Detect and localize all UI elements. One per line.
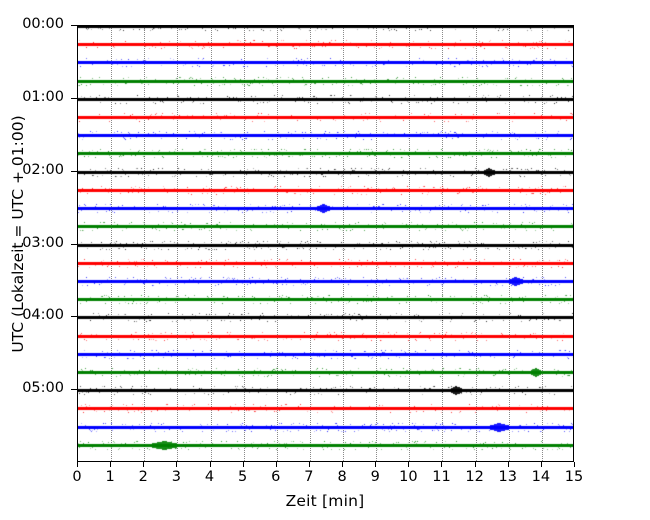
trace-noise (78, 348, 573, 360)
trace (78, 184, 573, 196)
trace (78, 421, 573, 433)
y-tick-mark (71, 243, 77, 245)
x-tick-mark (375, 462, 377, 467)
trace-noise (78, 257, 573, 269)
trace (78, 112, 573, 124)
x-tick-label: 10 (399, 469, 418, 485)
trace-noise (78, 275, 573, 287)
trace-noise (78, 294, 573, 306)
trace-noise (78, 148, 573, 160)
y-tick-label: 01:00 (22, 88, 64, 105)
x-tick-label: 1 (105, 469, 115, 485)
trace-noise (78, 312, 573, 324)
x-tick-label: 6 (271, 469, 281, 485)
x-tick-label: 15 (564, 469, 584, 485)
trace (78, 130, 573, 142)
trace-noise (78, 39, 573, 51)
trace (78, 148, 573, 160)
x-tick-mark (474, 462, 476, 467)
trace-noise (78, 221, 573, 233)
x-tick-label: 9 (370, 469, 380, 485)
x-tick-label: 8 (337, 469, 347, 485)
trace (78, 366, 573, 378)
y-tick-mark (71, 97, 77, 99)
x-tick-mark (507, 462, 509, 467)
trace (78, 221, 573, 233)
trace (78, 330, 573, 342)
x-tick-mark (342, 462, 344, 467)
trace (78, 348, 573, 360)
y-tick-mark (71, 389, 77, 391)
y-tick-label: 02:00 (22, 161, 64, 178)
x-tick-mark (308, 462, 310, 467)
y-tick-label: 00:00 (22, 16, 64, 32)
trace (78, 203, 573, 215)
x-tick-mark (441, 462, 443, 467)
trace (78, 166, 573, 178)
x-tick-mark (209, 462, 211, 467)
trace-noise (78, 203, 573, 215)
trace-noise (78, 366, 573, 378)
trace-noise (78, 130, 573, 142)
y-tick-label: 05:00 (22, 380, 64, 397)
x-tick-label: 0 (72, 469, 82, 485)
x-tick-label: 4 (204, 469, 215, 485)
trace-noise (78, 403, 573, 415)
y-axis-title: UTC (Lokalzeit = UTC + 01:00) (9, 115, 27, 353)
trace-noise (78, 57, 573, 69)
y-tick-label: 04:00 (22, 307, 64, 324)
y-tick-label: 03:00 (22, 234, 64, 251)
y-tick-mark (71, 170, 77, 172)
x-tick-label: 12 (465, 469, 484, 485)
trace (78, 39, 573, 51)
trace-noise (78, 93, 573, 105)
x-axis-title: Zeit [min] (285, 492, 365, 510)
x-tick-mark (143, 462, 145, 467)
trace-noise (78, 385, 573, 397)
trace-noise (78, 75, 573, 87)
trace-noise (78, 184, 573, 196)
trace (78, 439, 573, 451)
x-tick-label: 5 (238, 469, 248, 485)
trace (78, 294, 573, 306)
trace (78, 93, 573, 105)
x-tick-label: 3 (171, 469, 181, 485)
y-tick-mark (71, 316, 77, 318)
trace-noise (78, 330, 573, 342)
x-tick-mark (275, 462, 277, 467)
x-tick-mark (242, 462, 244, 467)
x-tick-mark (574, 462, 575, 467)
trace-noise (78, 112, 573, 124)
trace (78, 239, 573, 251)
x-tick-mark (176, 462, 178, 467)
x-tick-label: 14 (531, 469, 551, 485)
trace (78, 312, 573, 324)
trace (78, 275, 573, 287)
trace-noise (78, 421, 573, 433)
plot-clip (78, 26, 573, 461)
trace-noise (78, 166, 573, 178)
trace-noise (78, 239, 573, 251)
x-tick-label: 13 (498, 469, 517, 485)
x-tick-mark (77, 462, 78, 467)
x-tick-mark (540, 462, 542, 467)
trace (78, 385, 573, 397)
x-tick-label: 11 (432, 469, 451, 485)
x-tick-mark (110, 462, 112, 467)
trace (78, 26, 573, 32)
trace (78, 75, 573, 87)
y-tick-mark (71, 25, 77, 26)
trace (78, 57, 573, 69)
x-tick-mark (408, 462, 410, 467)
trace (78, 403, 573, 415)
x-tick-label: 7 (304, 469, 314, 485)
trace-noise (78, 439, 573, 451)
trace (78, 257, 573, 269)
trace-noise (78, 26, 573, 32)
plot-area (77, 25, 574, 462)
x-tick-label: 2 (138, 469, 148, 485)
